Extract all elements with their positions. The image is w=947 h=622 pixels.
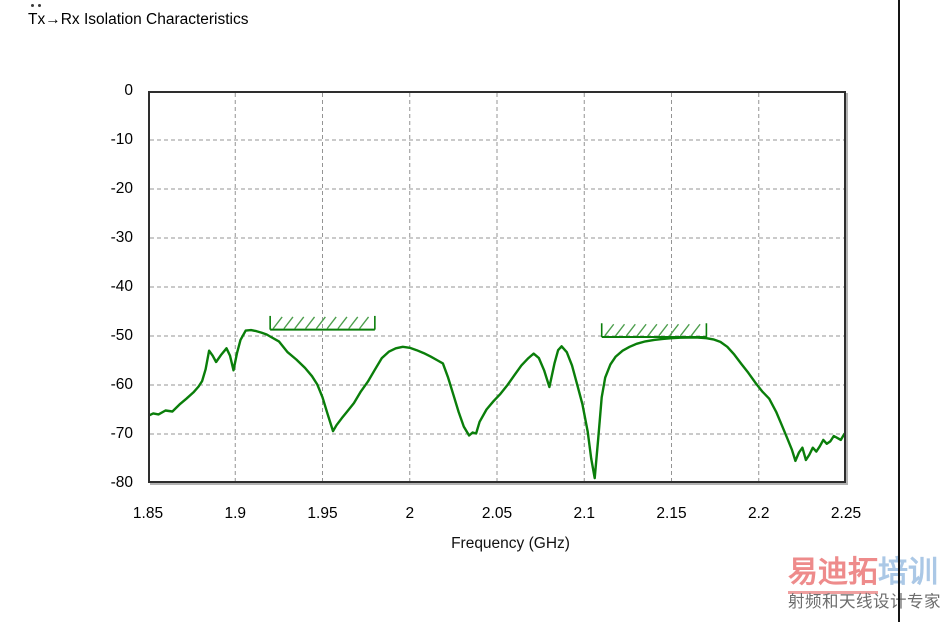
spec-bar-hatch bbox=[283, 316, 294, 330]
spec-bar-hatch bbox=[658, 323, 669, 337]
spec-bar-hatch bbox=[647, 323, 658, 337]
y-tick-label: -70 bbox=[110, 425, 133, 442]
spec-bar-hatch bbox=[348, 316, 359, 330]
plot-frame bbox=[148, 91, 846, 483]
y-tick-label: -30 bbox=[110, 229, 133, 246]
y-tick-label: -60 bbox=[110, 376, 133, 393]
y-tick-label: -10 bbox=[110, 131, 133, 148]
watermark-brand: 易迪拓培训 bbox=[788, 556, 941, 594]
chart-title: Tx→Rx Isolation Characteristics bbox=[28, 11, 249, 28]
spec-bar-hatch bbox=[604, 323, 615, 337]
spec-bar-hatch bbox=[636, 323, 647, 337]
plot-area bbox=[148, 91, 846, 483]
spec-bar-hatch bbox=[304, 316, 316, 330]
isolation-trace bbox=[148, 328, 846, 480]
x-tick-label: 2.25 bbox=[830, 505, 862, 522]
spec-bar-hatch bbox=[294, 316, 305, 330]
spec-bar-hatch bbox=[690, 323, 701, 337]
y-tick-label: 0 bbox=[124, 82, 133, 99]
x-tick-label: 1.9 bbox=[224, 505, 247, 522]
spec-bar-hatch bbox=[326, 316, 337, 330]
spec-bar-hatch bbox=[679, 323, 690, 337]
y-tick-label: -20 bbox=[110, 180, 133, 197]
spec-bar-hatch bbox=[337, 316, 348, 330]
x-tick-label: 2.1 bbox=[573, 505, 596, 522]
x-tick-label: 1.85 bbox=[132, 505, 164, 522]
spec-bar-hatch bbox=[625, 323, 636, 337]
spec-bar-hatch bbox=[614, 323, 626, 337]
x-tick-label: 2.15 bbox=[656, 505, 687, 522]
cropped-text-artifact bbox=[31, 4, 34, 7]
x-tick-label: 1.95 bbox=[307, 505, 338, 522]
x-tick-label: 2.2 bbox=[747, 505, 770, 522]
spec-bar-hatch bbox=[315, 316, 326, 330]
x-tick-label: 2 bbox=[405, 505, 415, 522]
spec-bar-hatch bbox=[358, 316, 370, 330]
watermark-tagline: 射频和天线设计专家 bbox=[788, 592, 941, 611]
watermark: 易迪拓培训 射频和天线设计专家 bbox=[788, 556, 941, 611]
spec-bar-hatch bbox=[272, 316, 283, 330]
x-tick-label: 2.05 bbox=[481, 505, 513, 522]
y-tick-label: -80 bbox=[110, 474, 133, 491]
spec-bar-hatch bbox=[668, 323, 680, 337]
y-tick-label: -50 bbox=[110, 327, 133, 344]
plot-canvas bbox=[148, 91, 846, 483]
watermark-brand-red: 易迪拓 bbox=[788, 556, 878, 594]
y-tick-label: -40 bbox=[110, 278, 133, 295]
page-divider-line bbox=[898, 0, 900, 622]
x-axis-title: Frequency (GHz) bbox=[451, 535, 570, 552]
watermark-brand-blue: 培训 bbox=[878, 556, 938, 589]
